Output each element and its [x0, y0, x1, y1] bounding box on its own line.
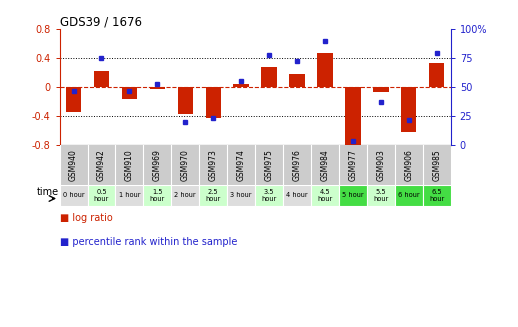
Bar [367, 184, 395, 206]
Text: GSM975: GSM975 [265, 149, 274, 181]
Text: 4 hour: 4 hour [286, 192, 308, 198]
Bar [199, 184, 227, 206]
Text: GDS39 / 1676: GDS39 / 1676 [60, 15, 141, 28]
Bar [116, 184, 143, 206]
Bar [122, 87, 137, 99]
Text: GSM984: GSM984 [321, 149, 329, 181]
Text: 6.5
hour: 6.5 hour [429, 189, 444, 202]
Text: 3 hour: 3 hour [231, 192, 252, 198]
Text: 0.5
hour: 0.5 hour [94, 189, 109, 202]
Bar [255, 184, 283, 206]
Bar [234, 84, 249, 87]
Bar [373, 87, 388, 92]
Text: 1.5
hour: 1.5 hour [150, 189, 165, 202]
Bar [290, 74, 305, 87]
Bar [339, 184, 367, 206]
Bar [423, 184, 451, 206]
Bar [283, 184, 311, 206]
Text: GSM976: GSM976 [293, 149, 301, 181]
Bar [345, 87, 361, 146]
Text: ■ percentile rank within the sample: ■ percentile rank within the sample [60, 237, 237, 247]
Text: GSM942: GSM942 [97, 149, 106, 181]
Bar [150, 87, 165, 89]
Bar [317, 53, 333, 87]
Text: GSM985: GSM985 [432, 149, 441, 181]
Text: GSM977: GSM977 [349, 149, 357, 181]
Text: 3.5
hour: 3.5 hour [262, 189, 277, 202]
Text: 2.5
hour: 2.5 hour [206, 189, 221, 202]
Bar [206, 87, 221, 118]
Bar [178, 87, 193, 114]
Text: GSM969: GSM969 [153, 149, 162, 181]
Bar [88, 184, 116, 206]
Text: 5 hour: 5 hour [342, 192, 364, 198]
Text: GSM906: GSM906 [404, 149, 413, 181]
Text: GSM974: GSM974 [237, 149, 246, 181]
Bar [66, 87, 81, 112]
Bar [429, 63, 444, 87]
Text: time: time [37, 187, 59, 197]
Bar [171, 184, 199, 206]
Text: 5.5
hour: 5.5 hour [373, 189, 388, 202]
Text: 0 hour: 0 hour [63, 192, 84, 198]
Text: ■ log ratio: ■ log ratio [60, 213, 112, 223]
Text: GSM910: GSM910 [125, 149, 134, 181]
Text: 6 hour: 6 hour [398, 192, 420, 198]
Text: GSM970: GSM970 [181, 149, 190, 181]
Text: GSM973: GSM973 [209, 149, 218, 181]
Bar [143, 184, 171, 206]
Bar [227, 184, 255, 206]
Bar [395, 184, 423, 206]
Bar [60, 184, 88, 206]
Text: 2 hour: 2 hour [175, 192, 196, 198]
Text: GSM940: GSM940 [69, 149, 78, 181]
Text: 4.5
hour: 4.5 hour [318, 189, 333, 202]
Bar [401, 87, 416, 132]
Bar [262, 67, 277, 87]
Bar [94, 71, 109, 87]
Text: 1 hour: 1 hour [119, 192, 140, 198]
Text: GSM903: GSM903 [376, 149, 385, 181]
Bar [311, 184, 339, 206]
